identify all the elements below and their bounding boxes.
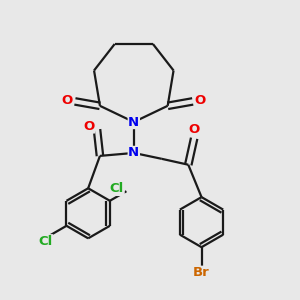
Text: O: O [188,124,200,136]
Text: Cl: Cl [110,182,124,195]
Text: Br: Br [193,266,210,279]
Text: O: O [83,120,94,133]
Text: O: O [195,94,206,107]
Text: O: O [61,94,73,107]
Text: Cl: Cl [38,235,52,248]
Text: N: N [128,116,140,128]
Text: N: N [128,146,140,159]
